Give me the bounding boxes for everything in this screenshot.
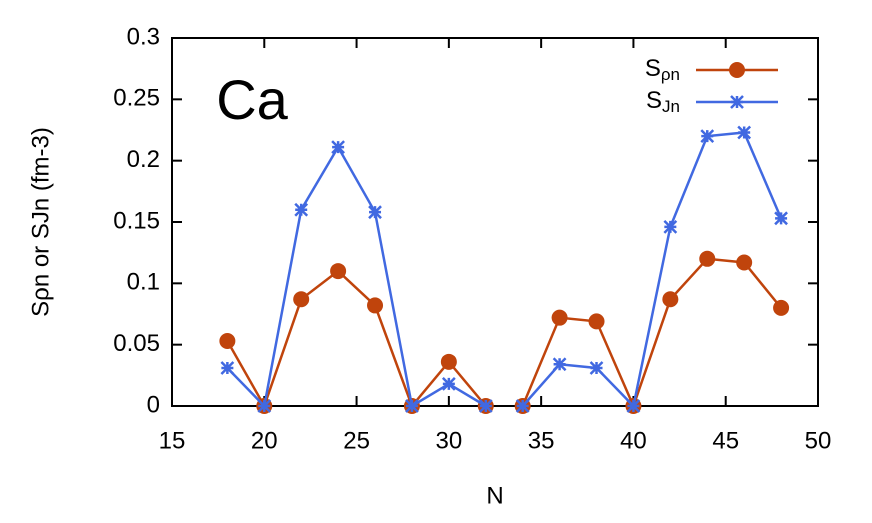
series-line xyxy=(226,131,783,409)
x-axis-label: N xyxy=(486,482,503,509)
point xyxy=(515,399,530,413)
point xyxy=(588,313,605,330)
x-tick-label: 30 xyxy=(436,427,463,454)
point xyxy=(626,399,641,413)
point xyxy=(774,211,788,226)
point xyxy=(699,250,716,267)
x-tick-label: 40 xyxy=(620,427,647,454)
point xyxy=(737,125,752,140)
point xyxy=(773,299,790,316)
y-axis-label: Sρn or SJn (fm-3) xyxy=(27,127,54,317)
point xyxy=(219,332,236,349)
series-line xyxy=(226,257,783,410)
point xyxy=(293,291,310,308)
y-tick-label: 0 xyxy=(147,391,160,418)
point xyxy=(478,399,493,413)
point xyxy=(368,205,382,220)
point xyxy=(367,297,384,314)
y-tick-label: 0.2 xyxy=(127,146,160,173)
point xyxy=(589,361,604,375)
y-tick-label: 0.25 xyxy=(113,85,160,112)
x-tick-label: 15 xyxy=(159,427,186,454)
point xyxy=(331,140,345,155)
x-tick-label: 35 xyxy=(528,427,555,454)
legend-label: Sρn xyxy=(645,55,680,84)
point xyxy=(257,399,272,413)
annotation: Ca xyxy=(216,68,288,131)
x-tick-label: 20 xyxy=(251,427,278,454)
point xyxy=(736,254,753,271)
x-tick-label: 45 xyxy=(712,427,739,454)
legend-marker xyxy=(730,95,744,109)
legend-marker xyxy=(729,62,745,78)
point xyxy=(440,353,457,370)
point xyxy=(551,309,568,326)
point xyxy=(552,357,567,372)
point xyxy=(294,202,309,217)
y-tick-label: 0.1 xyxy=(127,269,160,296)
point xyxy=(663,220,678,234)
point xyxy=(441,377,456,391)
x-tick-label: 50 xyxy=(805,427,832,454)
y-tick-label: 0.05 xyxy=(113,330,160,357)
x-tick-label: 25 xyxy=(343,427,370,454)
y-tick-label: 0.3 xyxy=(127,23,160,50)
point xyxy=(220,361,235,375)
legend-label: SJn xyxy=(646,87,680,116)
point xyxy=(405,399,419,413)
point xyxy=(330,263,347,280)
point xyxy=(700,129,715,144)
point xyxy=(662,291,679,308)
y-tick-label: 0.15 xyxy=(113,207,160,234)
